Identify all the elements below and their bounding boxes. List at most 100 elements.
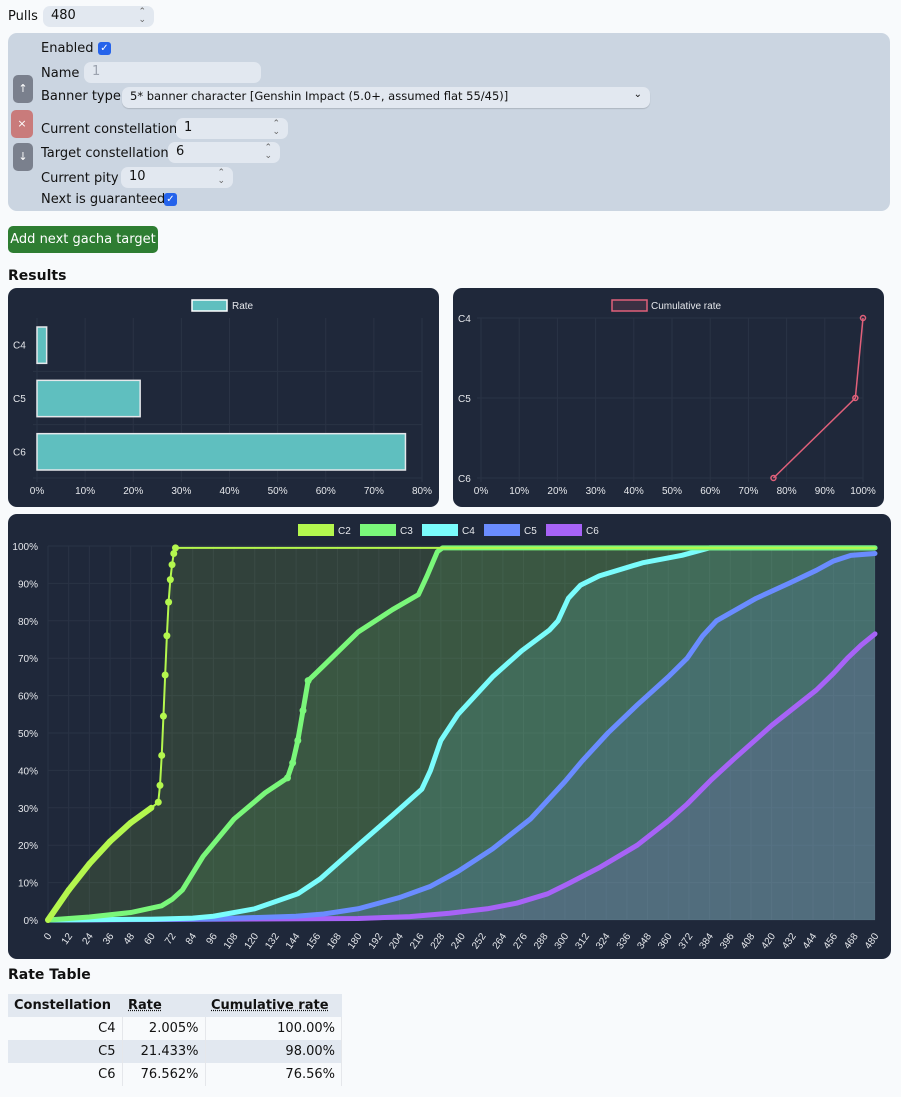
- close-icon: ×: [17, 117, 27, 130]
- header-rate[interactable]: Rate: [128, 998, 162, 1013]
- x-tick-label: 20%: [547, 486, 567, 497]
- current-constellation-input[interactable]: 1 ⌃ ⌄: [176, 118, 288, 139]
- line-C2-thick: [86, 838, 114, 867]
- banner-type-label: Banner type: [41, 89, 121, 104]
- x-tick-label: 20%: [123, 486, 143, 497]
- cell-cumulative: 76.56%: [205, 1063, 342, 1086]
- cell-rate: 21.433%: [122, 1040, 206, 1063]
- y-tick-label: C6: [458, 474, 471, 485]
- cell-cumulative: 98.00%: [205, 1040, 342, 1063]
- name-label: Name: [41, 66, 80, 81]
- point-C2: [163, 632, 171, 640]
- x-tick-label: 336: [615, 931, 634, 951]
- x-tick-label: 30%: [171, 486, 191, 497]
- x-tick-label: 60%: [700, 486, 720, 497]
- current-pity-input[interactable]: 10 ⌃ ⌄: [121, 167, 233, 188]
- line-C4: [45, 545, 878, 923]
- target-constellation-input[interactable]: 6 ⌃ ⌄: [168, 142, 280, 163]
- x-tick-label: 276: [511, 931, 530, 951]
- guaranteed-label: Next is guaranteed: [41, 192, 166, 207]
- x-tick-label: 60: [142, 931, 158, 947]
- x-tick-label: 48: [122, 931, 138, 947]
- x-tick-label: 0%: [474, 486, 489, 497]
- y-tick-label: 0%: [24, 916, 39, 927]
- y-tick-label: C4: [458, 314, 471, 325]
- cell-cumulative: 100.00%: [205, 1017, 342, 1040]
- legend-swatch: [611, 299, 648, 312]
- spinner-icon[interactable]: ⌃ ⌄: [138, 7, 146, 25]
- pulls-value: 480: [51, 8, 76, 23]
- x-tick-label: 396: [718, 931, 737, 951]
- spinner-icon[interactable]: ⌃ ⌄: [264, 143, 272, 161]
- x-tick-label: 24: [80, 931, 96, 947]
- header-constellation[interactable]: Constellation: [8, 994, 122, 1017]
- table-row: C4 2.005% 100.00%: [8, 1017, 342, 1040]
- y-tick-label: C5: [458, 394, 471, 405]
- move-up-button[interactable]: ↑: [13, 75, 33, 103]
- enabled-label: Enabled: [41, 41, 94, 56]
- rate-bar-chart: 0% 10% 20% 30% 40% 50% 60% 70% 80% C4 C5 C6 Rate: [13, 299, 432, 497]
- current-constellation-value: 1: [184, 120, 193, 135]
- current-constellation-label: Current constellation: [41, 122, 178, 137]
- spinner-icon[interactable]: ⌃ ⌄: [217, 168, 225, 186]
- x-tick-label: 288: [532, 931, 551, 951]
- rate-chart-card: 0% 10% 20% 30% 40% 50% 60% 70% 80% C4 C5 C6 Rate: [8, 288, 439, 507]
- y-tick-label: 40%: [18, 766, 38, 777]
- banner-type-select[interactable]: 5* banner character [Genshin Impact (5.0…: [122, 87, 650, 108]
- point-C2: [165, 598, 173, 606]
- x-tick-label: 156: [305, 931, 324, 951]
- x-tick-label: 30%: [586, 486, 606, 497]
- x-tick-label: 60%: [316, 486, 336, 497]
- point-C3: [299, 707, 307, 715]
- point-C3: [289, 759, 297, 767]
- legend-swatch-C4: [422, 524, 458, 536]
- header-cumulative-rate[interactable]: Cumulative rate: [211, 998, 329, 1013]
- pulls-input[interactable]: 480 ⌃ ⌄: [43, 6, 154, 27]
- legend-label-C6: C6: [586, 526, 599, 537]
- x-tick-label: 132: [263, 931, 282, 951]
- point-C3: [294, 736, 302, 744]
- point-C3: [283, 774, 291, 782]
- point-C2: [159, 712, 167, 720]
- y-tick-label: 90%: [18, 579, 38, 590]
- legend-label-C5: C5: [524, 526, 537, 537]
- x-tick-label: 100%: [850, 486, 876, 497]
- x-tick-label: 12: [60, 931, 76, 947]
- pulls-label: Pulls: [8, 9, 38, 24]
- point-C2: [168, 561, 176, 569]
- x-tick-label: 420: [760, 931, 779, 951]
- add-target-button[interactable]: Add next gacha target: [8, 226, 158, 253]
- x-tick-label: 384: [697, 931, 716, 951]
- guaranteed-checkbox[interactable]: ✓: [164, 193, 177, 206]
- name-input[interactable]: 1: [84, 62, 261, 83]
- rate-table: Constellation Rate Cumulative rate C4 2.0…: [8, 994, 342, 1086]
- area-C2: [48, 547, 875, 920]
- move-down-button[interactable]: ↓: [13, 143, 33, 171]
- table-row: C6 76.562% 76.56%: [8, 1063, 342, 1086]
- x-tick-label: 300: [553, 931, 572, 951]
- legend-label-C4: C4: [462, 526, 475, 537]
- remove-target-button[interactable]: ×: [11, 110, 33, 138]
- y-tick-label: 10%: [18, 879, 38, 890]
- x-tick-label: 216: [408, 931, 427, 951]
- point-C2: [166, 576, 174, 584]
- line-C2-thick: [65, 860, 93, 894]
- target-constellation-value: 6: [176, 144, 185, 159]
- y-tick-label: C5: [13, 394, 26, 405]
- x-tick-label: 480: [863, 931, 882, 951]
- arrow-down-icon: ↓: [18, 150, 28, 163]
- legend-swatch-C3: [360, 524, 396, 536]
- x-tick-label: 360: [656, 931, 675, 951]
- target-constellation-label: Target constellation: [41, 146, 169, 161]
- y-tick-label: 60%: [18, 692, 38, 703]
- y-tick-label: C4: [13, 341, 26, 352]
- x-tick-label: 108: [222, 931, 241, 951]
- spinner-icon[interactable]: ⌃ ⌄: [272, 119, 280, 137]
- cell-rate: 76.562%: [122, 1063, 206, 1086]
- x-tick-label: 252: [470, 931, 489, 951]
- x-tick-label: 312: [573, 931, 592, 951]
- x-tick-label: 444: [801, 931, 820, 951]
- legend-label-C3: C3: [400, 526, 413, 537]
- enabled-checkbox[interactable]: ✓: [98, 42, 111, 55]
- cumulative-chart-card: 0% 10% 20% 30% 40% 50% 60% 70% 80% 90% 100% C4 C5 C6 C…: [453, 288, 884, 507]
